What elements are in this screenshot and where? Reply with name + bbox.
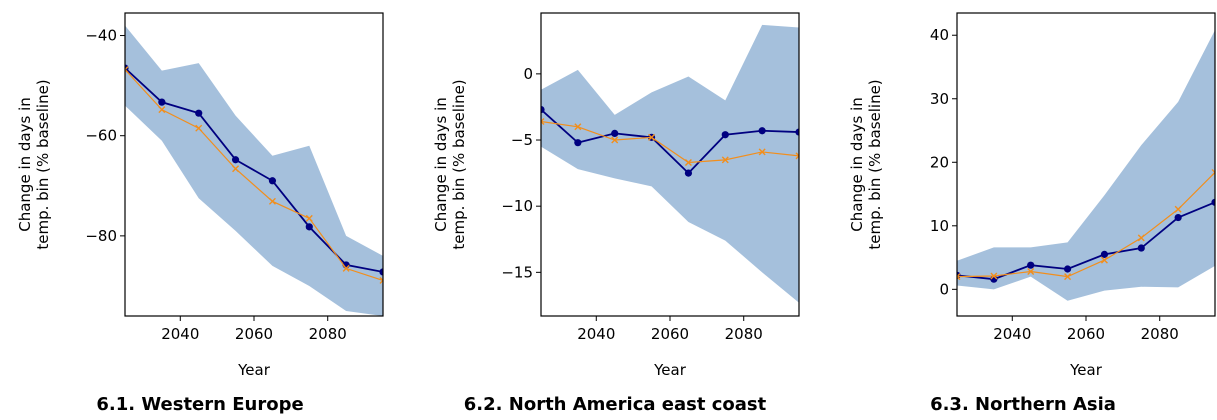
y-tick-label: 10 xyxy=(930,217,949,235)
y-axis-label: Change in days intemp. bin (% baseline) xyxy=(16,79,52,249)
series-1-point xyxy=(684,159,692,167)
series-0-point xyxy=(305,223,313,231)
series-1-line xyxy=(957,172,1215,278)
series-1-point xyxy=(648,133,656,141)
y-tick-label: −5 xyxy=(511,131,533,149)
series-0-point xyxy=(541,105,545,114)
series-1-point xyxy=(574,123,582,131)
series-0-point xyxy=(758,127,766,135)
y-axis-label-line: temp. bin (% baseline) xyxy=(450,79,468,249)
series-0-point xyxy=(379,268,383,276)
y-axis-label-line: temp. bin (% baseline) xyxy=(34,79,52,249)
series-0-point xyxy=(1027,261,1035,269)
y-axis-label-line: Change in days in xyxy=(432,97,450,232)
x-tick-label: 2080 xyxy=(1141,325,1179,343)
series-1-point xyxy=(379,276,383,284)
x-tick-label: 2060 xyxy=(1067,325,1105,343)
x-tick-label: 2060 xyxy=(651,325,689,343)
x-axis-label: Year xyxy=(653,361,687,379)
series-1-point xyxy=(541,118,545,125)
panel-western-europe: 2040 2060 2080 −40 −60 −80 Year Change in days … xyxy=(16,12,384,379)
series-1-point xyxy=(268,197,276,205)
plot-area xyxy=(541,24,799,303)
y-tick-label: 20 xyxy=(930,153,949,171)
series-0-point xyxy=(1211,198,1215,206)
panel-north-america-east-coast: 2040 2060 2080 0 −5 −10 −15 Year Change in days … xyxy=(432,12,800,379)
series-0-point xyxy=(1063,265,1072,273)
panel-caption-north-america-east-coast: 6.2. North America east coast xyxy=(463,394,767,415)
y-axis-label: Change in days intemp. bin (% baseline) xyxy=(432,79,468,249)
series-1-point xyxy=(721,156,729,164)
series-0-point xyxy=(1174,213,1182,222)
series-1-point xyxy=(158,106,166,114)
series-1-line xyxy=(541,120,799,164)
x-tick-label: 2040 xyxy=(161,325,199,343)
series-1-point xyxy=(1137,234,1145,242)
series-1-point xyxy=(1100,256,1108,264)
series-1-point xyxy=(957,273,961,281)
panel-caption-western-europe: 6.1. Western Europe xyxy=(96,394,304,415)
x-tick-label: 2040 xyxy=(577,325,615,343)
series-0-point xyxy=(158,98,166,106)
x-axis-label: Year xyxy=(1069,361,1103,379)
plot-area xyxy=(125,25,383,316)
series-0-point xyxy=(231,156,240,164)
panel-northern-asia: 2040 2060 2080 0 10 20 30 40 Year Change in days … xyxy=(848,12,1216,379)
series-0-point xyxy=(795,128,799,136)
y-tick-label: 0 xyxy=(523,65,533,83)
y-axis-label-line: temp. bin (% baseline) xyxy=(866,79,884,249)
uncertainty-band xyxy=(541,24,799,303)
y-tick-label: −10 xyxy=(501,197,533,215)
series-1-point xyxy=(1174,205,1182,213)
series-1-point xyxy=(990,272,998,280)
panel-caption-northern-asia: 6.3. Northern Asia xyxy=(930,394,1116,415)
series-1-point xyxy=(795,152,799,160)
y-tick-label: −15 xyxy=(501,263,533,281)
series-0-point xyxy=(1100,250,1109,258)
x-axis-label: Year xyxy=(237,361,271,379)
plot-area xyxy=(957,30,1215,301)
series-1-point xyxy=(195,124,203,132)
series-1-point xyxy=(1064,273,1072,281)
x-tick-label: 2040 xyxy=(993,325,1031,343)
series-0-point xyxy=(1137,244,1145,252)
series-1-point xyxy=(342,264,350,272)
y-axis-label: Change in days intemp. bin (% baseline) xyxy=(848,79,884,249)
series-0-point xyxy=(268,177,277,185)
series-1-point xyxy=(232,165,240,173)
series-0-point xyxy=(611,129,619,138)
series-0-line xyxy=(125,67,383,273)
series-0-point xyxy=(684,169,693,177)
series-1-point xyxy=(611,136,619,144)
series-0-point xyxy=(195,109,203,117)
y-tick-label: 30 xyxy=(930,90,949,108)
series-0-point xyxy=(721,131,729,139)
series-1-point xyxy=(305,214,313,222)
series-0-line xyxy=(957,201,1215,281)
series-1-line xyxy=(125,69,383,282)
series-0-point xyxy=(574,139,582,147)
series-1-point xyxy=(1027,268,1035,276)
x-tick-label: 2060 xyxy=(235,325,273,343)
series-1-point xyxy=(758,148,766,156)
y-tick-label: 0 xyxy=(939,280,949,298)
y-tick-label: −40 xyxy=(85,27,117,45)
y-axis-label-line: Change in days in xyxy=(16,97,34,232)
y-tick-label: −60 xyxy=(85,127,117,145)
y-tick-label: 40 xyxy=(930,26,949,44)
series-0-line xyxy=(541,108,799,175)
series-1-point xyxy=(125,66,129,74)
x-tick-label: 2080 xyxy=(309,325,347,343)
uncertainty-band xyxy=(957,30,1215,301)
series-1-point xyxy=(1211,168,1215,176)
x-tick-label: 2080 xyxy=(725,325,763,343)
y-axis-label-line: Change in days in xyxy=(848,97,866,232)
y-tick-label: −80 xyxy=(85,227,117,245)
